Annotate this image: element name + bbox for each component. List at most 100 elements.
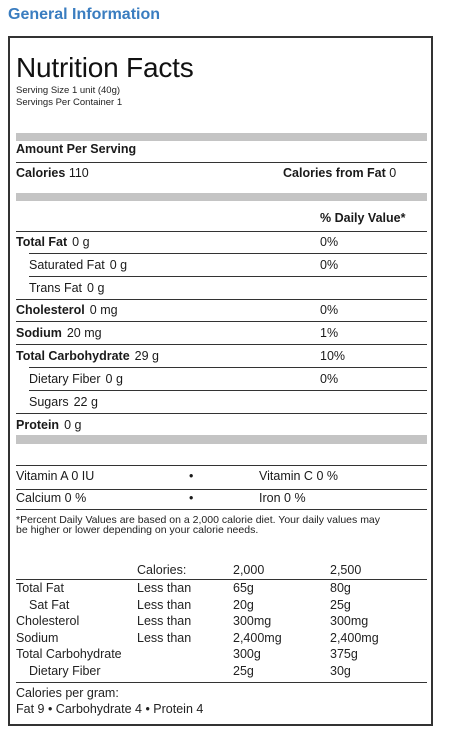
divider: [29, 276, 427, 277]
divider: [29, 253, 427, 254]
dv-table-cell: 20g: [233, 598, 254, 612]
calories-per-gram-label: Calories per gram:: [16, 686, 119, 700]
daily-value-header: % Daily Value*: [320, 211, 406, 225]
nutrient-daily-value: 0%: [320, 235, 339, 249]
serving-size: Serving Size 1 unit (40g): [16, 85, 121, 96]
label-title: Nutrition Facts: [16, 52, 194, 83]
iron-value: 0 %: [284, 491, 306, 505]
divider: [16, 413, 427, 414]
dv-table-cell: 300mg: [330, 614, 369, 628]
nutrient-amount: 22 g: [73, 395, 98, 409]
nutrient-amount: 0 g: [87, 281, 105, 295]
dv-table-cell: 2,400mg: [233, 631, 282, 645]
nutrient-name: Total Fat 0 g: [16, 235, 90, 249]
nutrient-label: Total Carbohydrate: [16, 349, 130, 363]
dv-table-cell: Sat Fat: [29, 598, 70, 612]
nutrient-name: Cholesterol 0 mg: [16, 303, 118, 317]
nutrient-label: Sodium: [16, 326, 62, 340]
nutrient-label: Saturated Fat: [29, 258, 105, 272]
nutrient-row: Sugars 22 g: [16, 392, 427, 414]
dv-table-cell: Less than: [137, 631, 192, 645]
servings-per-container: Servings Per Container 1: [16, 97, 123, 108]
dv-table-cell: Total Carbohydrate: [16, 647, 122, 661]
divider: [16, 682, 427, 683]
nutrient-daily-value: 10%: [320, 349, 346, 363]
divider: [16, 489, 427, 490]
nutrition-facts-panel: Nutrition Facts Serving Size 1 unit (40g…: [8, 36, 433, 726]
bullet: •: [189, 491, 194, 505]
thick-divider: [16, 133, 427, 141]
vitamin-c: Vitamin C 0 %: [259, 469, 338, 483]
nutrient-name: Sodium 20 mg: [16, 326, 102, 340]
nutrient-label: Cholesterol: [16, 303, 85, 317]
nutrient-label: Dietary Fiber: [29, 372, 101, 386]
divider: [16, 344, 427, 345]
nutrient-name: Sugars 22 g: [29, 395, 98, 409]
dv-table-cell: 30g: [330, 664, 351, 678]
nutrient-name: Total Carbohydrate 29 g: [16, 349, 159, 363]
calcium-label: Calcium: [16, 491, 62, 505]
calcium-value: 0 %: [64, 491, 87, 505]
vitamin-c-label: Vitamin C: [259, 469, 313, 483]
nutrient-label: Protein: [16, 418, 60, 432]
nutrient-amount: 0 g: [109, 258, 128, 272]
nutrient-name: Trans Fat 0 g: [29, 281, 104, 295]
nutrient-name: Saturated Fat 0 g: [29, 258, 127, 272]
vitamin-a-label: Vitamin A: [16, 469, 68, 483]
nutrient-amount: 29 g: [134, 349, 160, 363]
divider: [29, 367, 427, 368]
bullet: •: [189, 469, 194, 483]
calories-value: 110: [68, 166, 89, 180]
nutrient-name: Protein 0 g: [16, 418, 81, 432]
dv-table-cell: 25g: [233, 664, 254, 678]
dv-table-cell: Cholesterol: [16, 614, 80, 628]
nutrient-daily-value: 1%: [320, 326, 339, 340]
nutrient-row: Trans Fat 0 g: [16, 278, 427, 300]
dv-table-header-cell: 2,500: [330, 563, 362, 577]
nutrient-daily-value: 0%: [320, 258, 339, 272]
nutrient-row: Protein 0 g: [16, 415, 427, 437]
dv-table-cell: 65g: [233, 581, 254, 595]
nutrient-label: Trans Fat: [29, 281, 83, 295]
divider: [16, 162, 427, 163]
nutrient-label: Sugars: [29, 395, 69, 409]
nutrient-row: Cholesterol 0 mg 0%: [16, 300, 427, 322]
divider: [29, 390, 427, 391]
divider: [16, 465, 427, 466]
nutrient-label: Total Fat: [16, 235, 68, 249]
divider: [16, 321, 427, 322]
dv-table-cell: 300mg: [233, 614, 272, 628]
dv-table-cell: 25g: [330, 598, 351, 612]
dv-table-cell: Total Fat: [16, 581, 64, 595]
dv-table-cell: Less than: [137, 581, 192, 595]
nutrient-row: Sodium 20 mg 1%: [16, 323, 427, 345]
nutrient-amount: 0 g: [105, 372, 123, 386]
dv-table-cell: 375g: [330, 647, 358, 661]
nutrient-row: Dietary Fiber 0 g 0%: [16, 369, 427, 391]
calories-per-gram: Fat 9 • Carbohydrate 4 • Protein 4: [16, 702, 204, 716]
section-heading: General Information: [8, 6, 161, 23]
amount-per-serving: Amount Per Serving: [16, 142, 137, 156]
dv-table-header-cell: 2,000: [233, 563, 265, 577]
nutrient-row: Saturated Fat 0 g 0%: [16, 255, 427, 277]
divider: [16, 231, 427, 232]
nutrient-amount: 0 g: [64, 418, 82, 432]
calories-from-fat-value: 0: [389, 166, 397, 180]
dv-table-header-cell: Calories:: [137, 563, 187, 577]
thick-divider: [16, 435, 427, 444]
dv-table-cell: 80g: [330, 581, 351, 595]
vitamin-a-value: 0 IU: [71, 469, 95, 483]
vitamin-c-value: 0 %: [316, 469, 338, 483]
calcium: Calcium 0 %: [16, 491, 86, 505]
nutrient-name: Dietary Fiber 0 g: [29, 372, 123, 386]
calories-label: Calories: [16, 166, 66, 180]
dv-table-cell: Less than: [137, 614, 192, 628]
iron: Iron 0 %: [259, 491, 306, 505]
divider: [16, 299, 427, 300]
nutrient-daily-value: 0%: [320, 303, 339, 317]
divider: [16, 509, 427, 510]
nutrient-amount: 0 g: [72, 235, 90, 249]
iron-label: Iron: [259, 491, 281, 505]
dv-table-cell: 300g: [233, 647, 261, 661]
footnote-line-1: *Percent Daily Values are based on a 2,0…: [16, 514, 381, 526]
